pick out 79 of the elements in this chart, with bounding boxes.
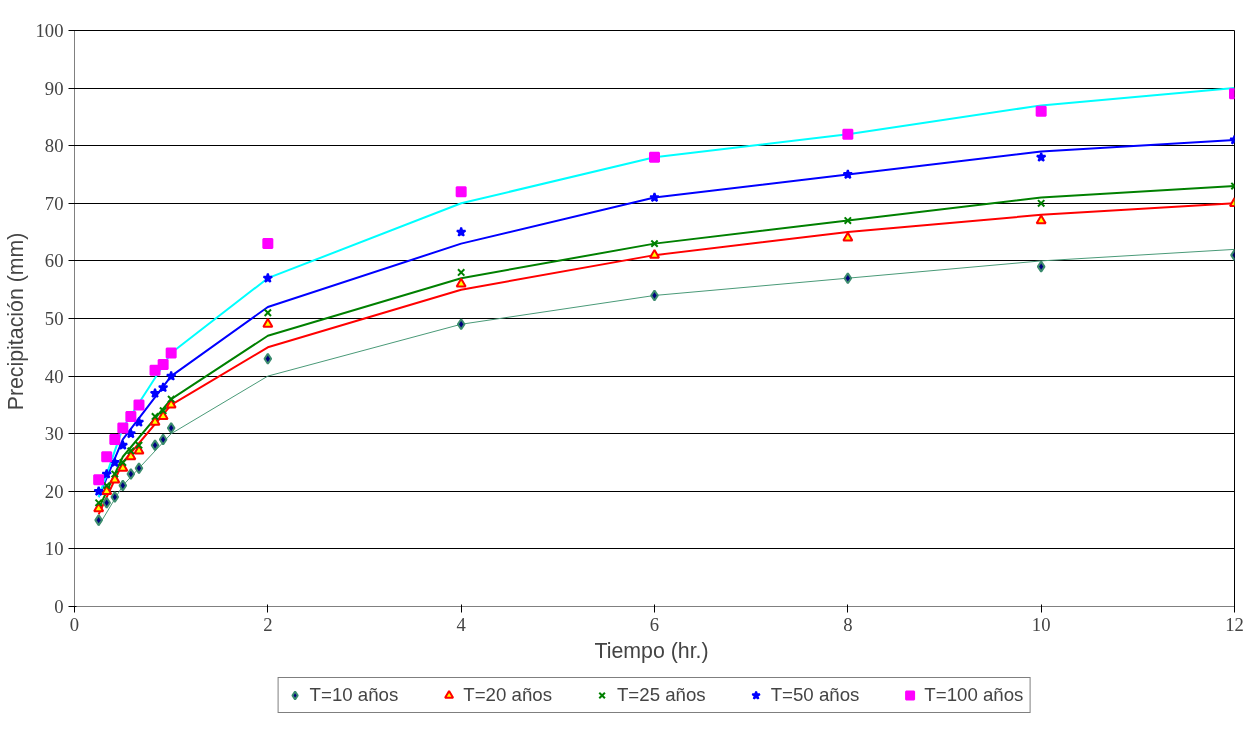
point	[263, 308, 273, 317]
point	[456, 268, 466, 277]
x-tick-label: 0	[69, 613, 80, 635]
point	[93, 485, 104, 496]
x-tick-label: 4	[456, 613, 467, 635]
point	[101, 451, 113, 463]
legend-label: T=50 años	[770, 684, 860, 706]
point	[109, 433, 121, 445]
point	[157, 359, 169, 371]
point	[649, 192, 660, 203]
legend-label: T=10 años	[309, 684, 399, 706]
x-tick-label: 8	[843, 613, 853, 635]
y-tick-label: 20	[44, 480, 64, 502]
y-tick-label: 70	[44, 192, 64, 214]
point	[125, 410, 137, 422]
point	[150, 439, 160, 452]
point	[166, 394, 176, 404]
point	[842, 169, 854, 180]
point	[842, 128, 854, 140]
point	[101, 468, 112, 479]
x-tick-label: 12	[1225, 613, 1244, 635]
x-tick-label: 10	[1031, 613, 1051, 635]
point	[102, 481, 111, 490]
point	[158, 433, 168, 446]
point	[262, 272, 274, 283]
point	[118, 479, 128, 492]
point	[102, 496, 112, 509]
point	[1035, 214, 1047, 225]
point	[118, 458, 128, 467]
x-axis-title: Tiempo (hr.)	[594, 638, 709, 663]
point	[455, 277, 467, 288]
x-tick-label: 6	[649, 613, 660, 635]
point	[149, 387, 161, 399]
point	[456, 318, 466, 331]
point	[117, 422, 129, 434]
point	[1036, 260, 1046, 273]
point	[1035, 105, 1047, 117]
y-tick-label: 10	[44, 538, 64, 560]
point	[94, 498, 103, 507]
point	[165, 347, 177, 359]
point	[262, 318, 274, 328]
y-axis-title: Precipitación (mm)	[3, 232, 28, 411]
point	[166, 421, 176, 434]
legend-label: T=20 años	[463, 684, 552, 706]
y-tick-label: 60	[44, 250, 64, 272]
point	[1036, 199, 1046, 208]
point	[455, 226, 467, 237]
y-tick-label: 40	[44, 365, 64, 387]
legend-label: T=100 años	[924, 684, 1024, 706]
point	[150, 412, 160, 421]
point	[93, 474, 105, 486]
point	[263, 352, 273, 365]
x-tick-label: 2	[263, 613, 273, 635]
point	[649, 151, 660, 163]
y-tick-label: 100	[35, 20, 64, 41]
y-tick-label: 30	[44, 423, 64, 445]
point	[149, 364, 161, 376]
point	[1035, 151, 1047, 162]
point	[649, 248, 660, 259]
point	[110, 469, 119, 479]
point	[157, 382, 169, 393]
y-tick-label: 90	[44, 77, 64, 99]
y-tick-label: 80	[44, 135, 64, 157]
point	[165, 370, 177, 381]
point	[134, 462, 144, 475]
point	[650, 239, 659, 248]
point	[110, 491, 120, 504]
point	[455, 186, 467, 198]
point	[158, 406, 168, 415]
point	[842, 231, 854, 242]
legend-label: T=25 años	[616, 684, 706, 706]
point	[262, 238, 274, 250]
point	[134, 441, 144, 450]
point	[843, 272, 853, 285]
point	[133, 399, 145, 411]
y-tick-label: 0	[54, 596, 64, 617]
point	[126, 468, 136, 481]
point	[126, 446, 136, 456]
y-tick-label: 50	[44, 308, 64, 329]
